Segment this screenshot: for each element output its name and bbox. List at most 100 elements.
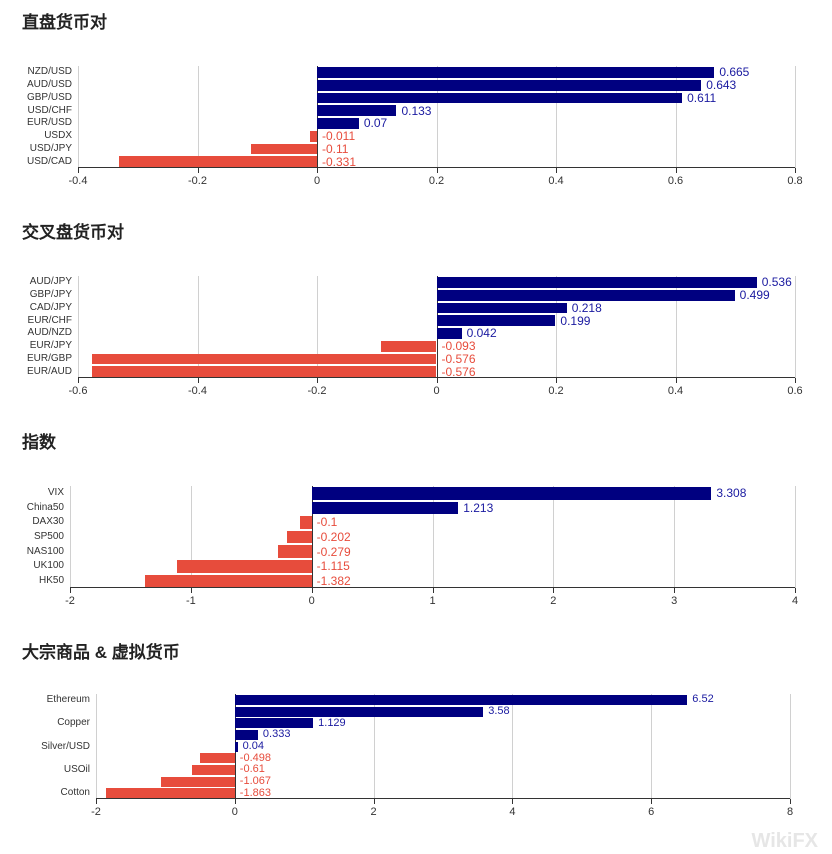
tick-label: 2 [370, 806, 377, 818]
gridline [675, 66, 677, 168]
bar-negative [200, 753, 235, 764]
tick-label: 0 [231, 806, 238, 818]
bar-negative [277, 545, 312, 558]
category-label: DAX30 [32, 516, 64, 528]
category-label: AUD/NZD [27, 327, 72, 339]
tick-label: 4 [791, 595, 799, 607]
axis-tick [795, 378, 796, 383]
value-label: -0.576 [441, 364, 476, 379]
value-label: 3.58 [488, 705, 510, 717]
tick-label: 0.8 [787, 175, 803, 187]
value-label: -0.093 [441, 339, 476, 354]
bar-positive [436, 315, 556, 327]
axis-tick [512, 799, 514, 804]
tick-label: 0.4 [667, 385, 684, 397]
axis-tick [190, 588, 192, 593]
chart-cross-pairs: -0.6 -0.4 -0.2 0 0.2 0.4 0.6 0.536 AUD/JPY 0.499 G… [27, 275, 803, 397]
category-label: EUR/JPY [29, 340, 72, 352]
zero-line [311, 486, 313, 588]
category-label: EUR/CHF [27, 314, 72, 326]
axis-tick [675, 168, 677, 173]
tick-label: -2 [65, 595, 75, 607]
bar-positive [311, 487, 712, 500]
bar-positive [436, 302, 567, 314]
category-label: USDX [44, 130, 72, 142]
value-label: -0.011 [322, 129, 356, 144]
axis-tick [197, 378, 199, 383]
bar-positive [234, 741, 238, 752]
tick-label: 1 [429, 595, 436, 607]
category-label: USOil [63, 763, 90, 775]
gridline [96, 694, 97, 799]
axis-tick [78, 378, 79, 383]
axis-tick [795, 168, 796, 173]
gridline [373, 694, 375, 799]
tick-label: -0.4 [68, 175, 88, 187]
watermark: WikiFX [751, 830, 819, 852]
value-label: -1.382 [316, 573, 351, 588]
value-label: -0.11 [322, 141, 349, 156]
bar-negative [299, 516, 312, 529]
value-label: 0.536 [761, 275, 792, 290]
value-label: 6.52 [692, 693, 714, 706]
x-axis-line [78, 377, 795, 378]
gridline [432, 486, 434, 588]
gridline [197, 66, 199, 168]
value-label: 0.333 [262, 728, 291, 741]
bar-positive [234, 694, 688, 705]
bar-positive [234, 706, 484, 717]
bar-positive [436, 277, 757, 288]
category-label: AUD/JPY [29, 276, 72, 288]
gridline [795, 276, 796, 378]
bar-positive [317, 67, 715, 78]
value-label: 0.218 [571, 300, 602, 315]
value-label: 0.07 [363, 116, 388, 131]
axis-tick [675, 378, 677, 383]
tick-label: 4 [509, 806, 516, 818]
category-label: Cotton [60, 787, 90, 799]
bar-positive [436, 289, 735, 301]
tick-label: 3 [671, 595, 678, 607]
gridline [512, 694, 514, 799]
axis-tick [373, 799, 375, 804]
gridline [553, 486, 555, 588]
gridline [795, 66, 796, 168]
axis-tick [553, 588, 555, 593]
tick-label: 0.6 [787, 385, 803, 397]
axis-tick [436, 378, 438, 383]
tick-label: 0.4 [548, 175, 564, 187]
value-label: -0.331 [322, 154, 357, 169]
gridline [795, 486, 796, 588]
category-label: NZD/USD [27, 66, 72, 78]
axis-tick [317, 168, 318, 173]
tick-label: 8 [786, 806, 794, 818]
tick-label: -1 [185, 595, 196, 607]
axis-tick [96, 799, 97, 804]
tick-label: -0.6 [68, 385, 88, 397]
bar-positive [234, 729, 258, 740]
bar-positive [317, 79, 702, 91]
bar-positive [317, 118, 359, 129]
bar-positive [317, 92, 683, 104]
value-label: 0.04 [242, 740, 264, 752]
value-label: 0.133 [401, 103, 432, 118]
value-label: -0.1 [316, 515, 338, 530]
chart-indices: -2 -1 0 1 2 3 4 3.308 VIX 1.213 China50 -0.1 DAX30 -0… [27, 486, 798, 607]
value-label: 1.129 [318, 716, 346, 729]
category-label: AUD/USD [26, 79, 72, 91]
axis-tick [556, 378, 557, 383]
value-label: 1.213 [463, 500, 494, 515]
value-label: -0.61 [239, 763, 265, 776]
gridline [78, 66, 79, 168]
value-label: 0.499 [739, 288, 770, 303]
category-label: CAD/JPY [29, 301, 72, 313]
axis-tick [78, 168, 79, 173]
chart-commodities: -2 0 2 4 6 8 6.52 Ethereum 3.58 1.129 Copper 0.333 0… [41, 693, 793, 818]
category-label: HK50 [38, 574, 64, 586]
chart-title-indices: 指数 [22, 433, 56, 452]
category-label: EUR/USD [26, 117, 72, 129]
tick-label: 6 [648, 806, 655, 818]
category-label: SP500 [33, 531, 64, 542]
category-label: USD/JPY [29, 142, 72, 154]
